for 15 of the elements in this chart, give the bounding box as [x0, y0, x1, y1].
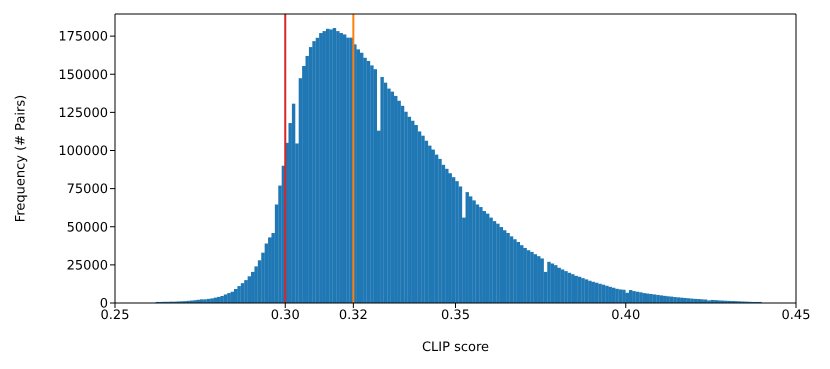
x-tick-label: 0.35 [441, 308, 470, 324]
y-tick-label: 75000 [66, 182, 108, 198]
x-tick-label: 0.32 [338, 308, 368, 324]
y-tick-label: 150000 [58, 68, 108, 83]
y-tick-label: 125000 [58, 106, 108, 121]
x-tick-label: 0.40 [611, 308, 640, 324]
x-tick-label: 0.45 [782, 308, 810, 324]
y-tick-label: 175000 [58, 30, 108, 45]
y-axis-title: Frequency (# Pairs) [14, 94, 29, 222]
y-tick-label: 100000 [58, 144, 108, 160]
x-tick-label: 0.30 [270, 308, 300, 324]
x-tick-label: 0.25 [100, 308, 130, 324]
y-tick-label: 50000 [66, 220, 108, 236]
x-axis-title: CLIP score [422, 340, 490, 355]
y-tick-label: 25000 [66, 258, 108, 274]
